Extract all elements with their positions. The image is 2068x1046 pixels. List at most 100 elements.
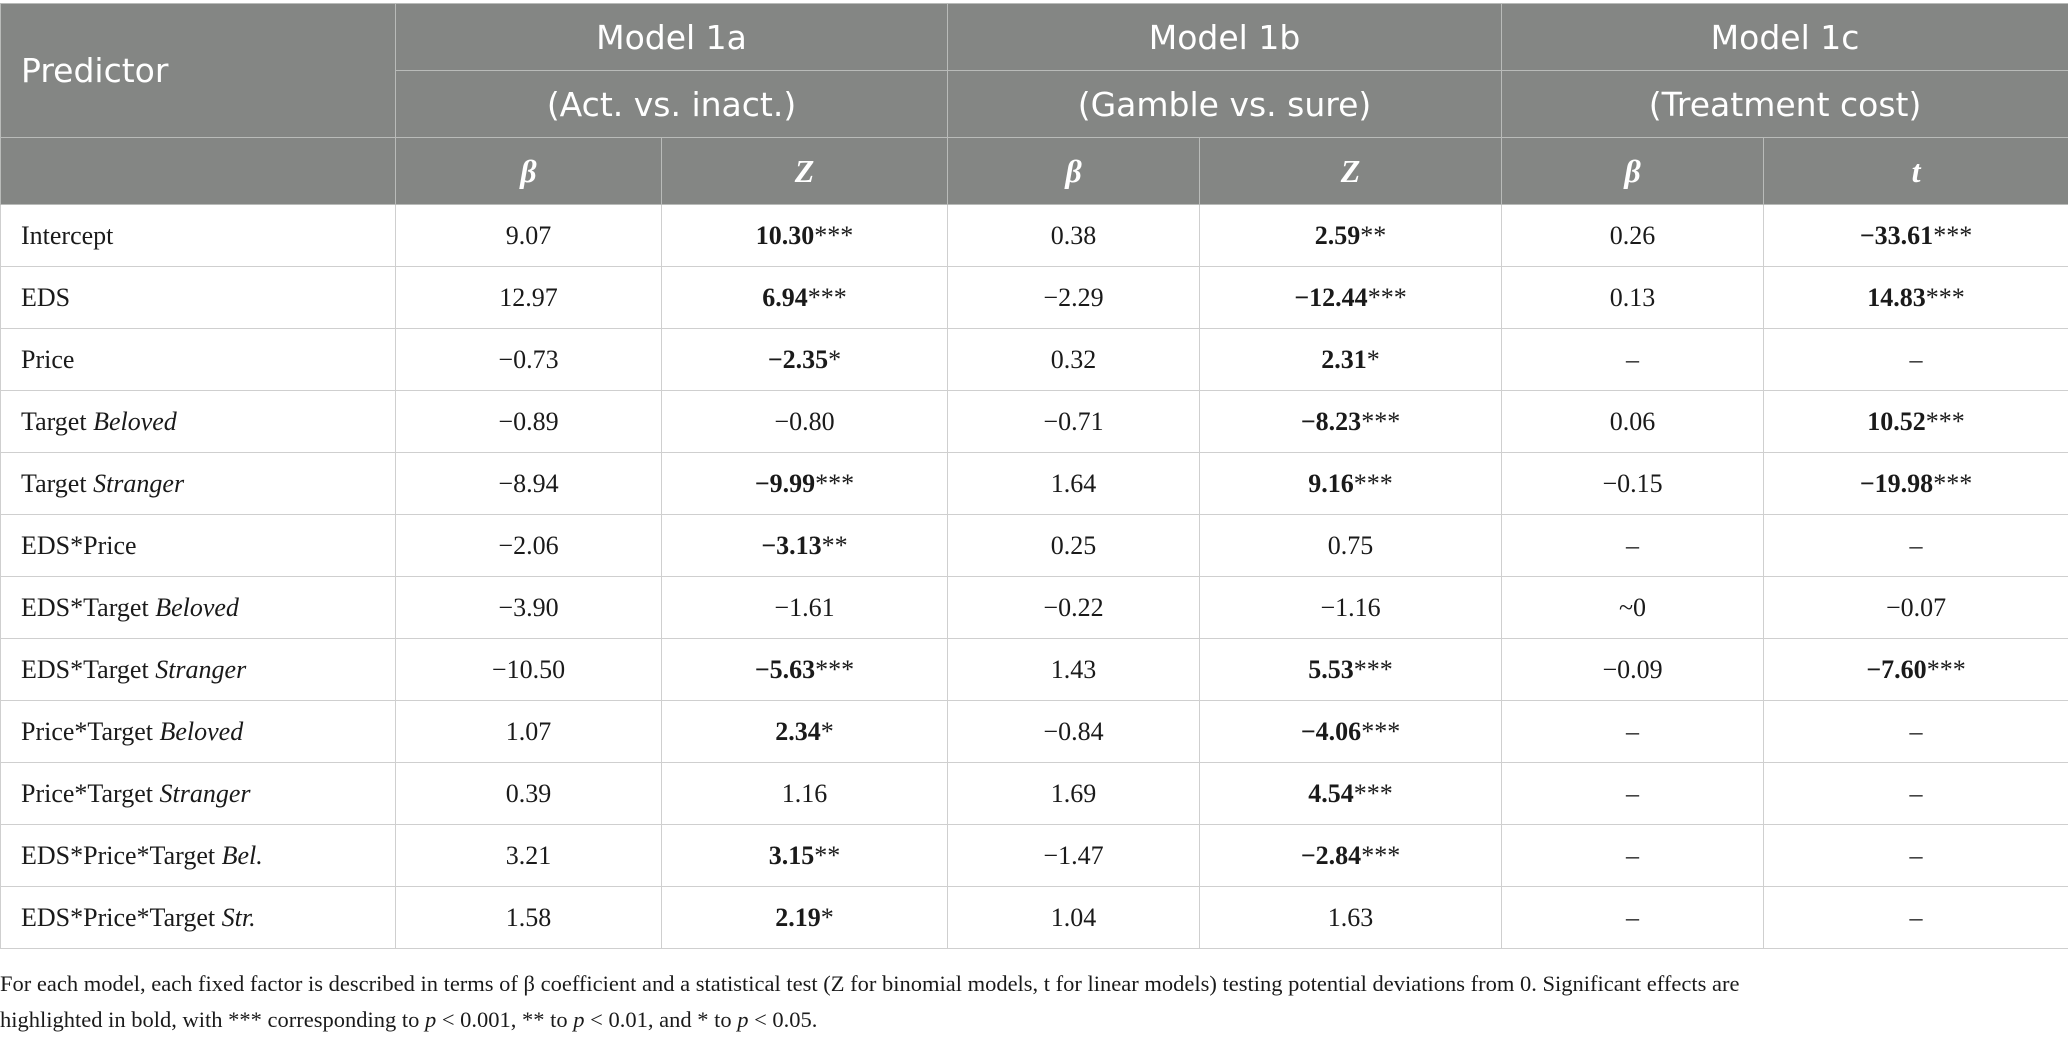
- model-1a-beta-cell: −2.06: [395, 514, 662, 577]
- predictor-cell: EDS*Target Beloved: [0, 576, 396, 639]
- model-1a-beta-cell: 3.21: [395, 824, 662, 887]
- model-1a-stat-cell: −5.63***: [660, 638, 949, 701]
- significance-stars: ***: [1353, 654, 1393, 684]
- model-1b-beta-cell: 1.04: [947, 886, 1201, 949]
- model-1b-beta-cell: −0.84: [947, 700, 1201, 763]
- model-1b-beta-cell: 0.38: [947, 204, 1201, 267]
- cell-value: −33.61: [1859, 220, 1934, 250]
- model-1c-desc: (Treatment cost): [1501, 70, 2068, 138]
- predictor-label: EDS*Price: [21, 530, 137, 560]
- cell-value: −2.06: [498, 530, 559, 560]
- model-1c-stat-cell: –: [1763, 762, 2068, 825]
- model-1c-stat-cell: −19.98***: [1763, 452, 2068, 515]
- model-1b-beta-cell: 0.25: [947, 514, 1201, 577]
- cell-value: −2.35: [767, 344, 829, 374]
- significance-stars: *: [1366, 344, 1380, 374]
- cell-value: 0.75: [1327, 530, 1374, 560]
- table-row: EDS 12.97 6.94*** −2.29 −12.44*** 0.13 14.83**…: [0, 266, 2068, 329]
- model-1a-stat-cell: 10.30***: [660, 204, 949, 267]
- cell-value: −0.15: [1602, 468, 1663, 498]
- model-1b-beta-cell: −2.29: [947, 266, 1201, 329]
- model-1c-beta-cell: –: [1501, 886, 1765, 949]
- model-1a-beta-cell: 0.39: [395, 762, 662, 825]
- predictor-label: Price: [21, 344, 75, 374]
- cell-value: 0.39: [505, 778, 552, 808]
- footnote-p-symbol: p: [424, 1007, 437, 1032]
- model-1c-stat-cell: –: [1763, 514, 2068, 577]
- cell-value: –: [1909, 530, 1923, 560]
- model-1b-stat-cell: 2.31*: [1199, 328, 1503, 391]
- cell-value: −0.71: [1043, 406, 1104, 436]
- footnote-p-symbol: p: [573, 1007, 585, 1032]
- model-1b-beta-cell: 0.32: [947, 328, 1201, 391]
- table-footnote: For each model, each fixed factor is des…: [0, 966, 2068, 1038]
- significance-stars: ***: [1361, 840, 1401, 870]
- model-1a-beta-cell: −0.73: [395, 328, 662, 391]
- cell-value: 0.26: [1609, 220, 1656, 250]
- model-1c-beta-header: β: [1501, 137, 1765, 205]
- model-1a-beta-cell: 1.58: [395, 886, 662, 949]
- cell-value: −2.84: [1300, 840, 1362, 870]
- model-1b-stat-header: Z: [1199, 137, 1503, 205]
- cell-value: 1.58: [505, 902, 552, 932]
- significance-stars: *: [820, 902, 834, 932]
- table-row: EDS*Target Beloved −3.90 −1.61 −0.22 −1.16 ~0…: [0, 576, 2068, 639]
- model-1a-beta-cell: −8.94: [395, 452, 662, 515]
- cell-value: –: [1626, 902, 1640, 932]
- cell-value: 1.43: [1050, 654, 1097, 684]
- model-1a-stat-cell: −9.99***: [660, 452, 949, 515]
- model-1c-stat-cell: –: [1763, 328, 2068, 391]
- model-1c-beta-cell: –: [1501, 514, 1765, 577]
- cell-value: −1.61: [774, 592, 835, 622]
- model-1a-beta-cell: 12.97: [395, 266, 662, 329]
- cell-value: 9.07: [505, 220, 552, 250]
- model-1b-stat-cell: −12.44***: [1199, 266, 1503, 329]
- predictor-level: Str.: [221, 902, 256, 932]
- cell-value: –: [1626, 840, 1640, 870]
- predictor-label: Target: [21, 406, 94, 436]
- model-1b-beta-cell: −0.22: [947, 576, 1201, 639]
- model-1c-beta-cell: –: [1501, 824, 1765, 887]
- cell-value: −1.47: [1043, 840, 1104, 870]
- model-1c-stat-cell: 14.83***: [1763, 266, 2068, 329]
- predictor-cell: Price*Target Stranger: [0, 762, 396, 825]
- cell-value: 3.21: [505, 840, 552, 870]
- cell-value: –: [1626, 778, 1640, 808]
- cell-value: −0.73: [498, 344, 559, 374]
- model-1b-stat-cell: −2.84***: [1199, 824, 1503, 887]
- model-1b-stat-cell: −4.06***: [1199, 700, 1503, 763]
- predictor-level: Bel.: [221, 840, 263, 870]
- cell-value: 0.32: [1050, 344, 1097, 374]
- cell-value: −7.60: [1866, 654, 1927, 684]
- model-1c-name: Model 1c: [1501, 3, 2068, 71]
- predictor-label: Price*Target: [21, 778, 160, 808]
- model-1a-beta-cell: 9.07: [395, 204, 662, 267]
- cell-value: −0.22: [1043, 592, 1104, 622]
- cell-value: −3.13: [761, 530, 822, 560]
- cell-value: 3.15: [768, 840, 815, 870]
- cell-value: −0.84: [1043, 716, 1104, 746]
- cell-value: −8.94: [498, 468, 559, 498]
- model-1b-beta-cell: 1.43: [947, 638, 1201, 701]
- predictor-label: EDS*Target: [21, 654, 156, 684]
- model-1c-stat-cell: −7.60***: [1763, 638, 2068, 701]
- model-1a-stat-cell: 2.19*: [660, 886, 949, 949]
- model-1b-beta-header: β: [947, 137, 1201, 205]
- model-1b-beta-cell: 1.69: [947, 762, 1201, 825]
- model-1c-beta-cell: –: [1501, 762, 1765, 825]
- model-1c-beta-cell: –: [1501, 700, 1765, 763]
- model-1b-beta-cell: −1.47: [947, 824, 1201, 887]
- cell-value: −10.50: [491, 654, 566, 684]
- predictor-cell: Target Beloved: [0, 390, 396, 453]
- significance-stars: *: [820, 716, 834, 746]
- model-1b-stat-cell: 2.59**: [1199, 204, 1503, 267]
- cell-value: –: [1909, 778, 1923, 808]
- significance-stars: ***: [1361, 716, 1401, 746]
- model-1c-stat-cell: −0.07: [1763, 576, 2068, 639]
- header-row-model-descriptions: (Act. vs. inact.) (Gamble vs. sure) (Tre…: [1, 70, 2068, 138]
- significance-stars: ***: [1933, 220, 1973, 250]
- cell-value: –: [1626, 716, 1640, 746]
- cell-value: −8.23: [1300, 406, 1362, 436]
- significance-stars: ***: [815, 654, 855, 684]
- significance-stars: ***: [1933, 468, 1973, 498]
